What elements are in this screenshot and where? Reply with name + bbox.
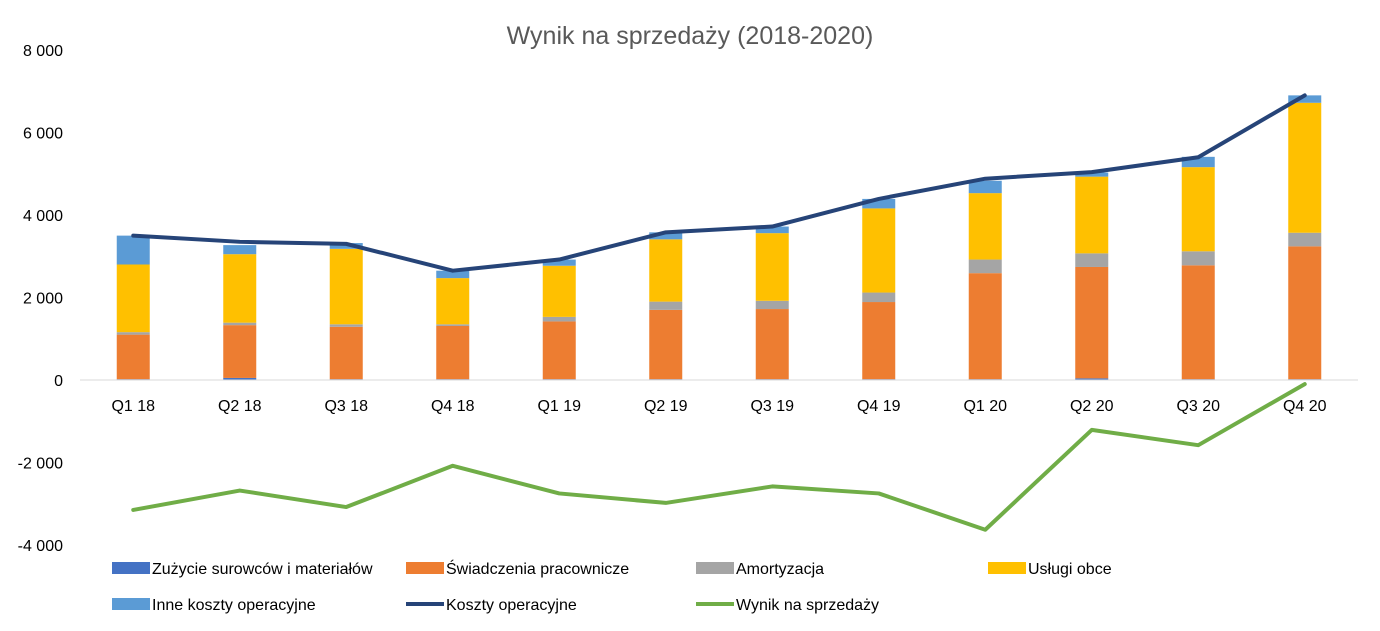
legend-label: Usługi obce (1028, 561, 1112, 578)
x-tick-label: Q4 20 (1283, 398, 1327, 415)
legend-swatch (112, 598, 150, 610)
y-axis: 8 000 6 000 4 000 2 000 0 -2 000 -4 000 (18, 43, 63, 555)
legend: Zużycie surowców i materiałów Świadczenia… (112, 559, 1112, 614)
y-tick-label: 2 000 (23, 291, 63, 308)
line-series (131, 93, 1307, 532)
series-line (131, 93, 1307, 273)
bar-segment (1288, 102, 1322, 233)
bar-segment (1181, 265, 1215, 380)
bar-segment (223, 325, 257, 378)
bar-segment (1181, 167, 1215, 252)
x-axis: Q1 18 Q2 18 Q3 18 Q4 18 Q1 19 Q2 19 Q3 19 Q4 19… (111, 398, 1326, 415)
bar-segment (755, 300, 789, 310)
bar-segment (223, 322, 257, 326)
legend-label: Zużycie surowców i materiałów (152, 561, 373, 578)
y-tick-label: -2 000 (18, 456, 63, 473)
bar-segment (1288, 246, 1322, 380)
bar-segment (1075, 266, 1109, 379)
x-tick-label: Q1 20 (963, 398, 1007, 415)
legend-swatch (696, 562, 734, 574)
bar-segment (862, 208, 896, 293)
legend-label: Amortyzacja (736, 561, 824, 578)
series-line (131, 382, 1307, 532)
bar-segment (755, 226, 789, 234)
bar-segment (968, 273, 1002, 380)
bar-segment (649, 232, 683, 240)
y-tick-label: 8 000 (23, 43, 63, 60)
y-tick-label: 6 000 (23, 126, 63, 143)
bar-segment (542, 259, 576, 266)
bar-segment (436, 270, 470, 279)
legend-item: Inne koszty operacyjne (112, 597, 316, 614)
bar-segment (116, 264, 150, 333)
bar-segment (1075, 176, 1109, 254)
bar-segment (649, 301, 683, 310)
x-tick-label: Q2 20 (1070, 398, 1114, 415)
legend-item: Zużycie surowców i materiałów (112, 561, 373, 578)
x-tick-label: Q1 18 (111, 398, 155, 415)
y-tick-label: 0 (54, 373, 63, 390)
bar-segment (862, 198, 896, 209)
bar-segment (223, 245, 257, 255)
bar-segment (329, 243, 363, 249)
bar-series (116, 95, 1322, 380)
bar-segment (542, 316, 576, 322)
bar-segment (436, 325, 470, 380)
x-tick-label: Q1 19 (537, 398, 581, 415)
bar-segment (223, 254, 257, 323)
bar-segment (1288, 232, 1322, 247)
bar-segment (542, 265, 576, 317)
legend-item: Usługi obce (988, 561, 1112, 578)
x-tick-label: Q3 20 (1176, 398, 1220, 415)
legend-item: Świadczenia pracownicze (406, 559, 629, 578)
legend-swatch (112, 562, 150, 574)
legend-label: Koszty operacyjne (446, 597, 577, 614)
x-tick-label: Q3 19 (750, 398, 794, 415)
legend-item: Amortyzacja (696, 561, 824, 578)
x-tick-label: Q4 18 (431, 398, 475, 415)
bar-segment (862, 302, 896, 380)
x-tick-label: Q2 18 (218, 398, 262, 415)
bar-segment (755, 233, 789, 301)
bar-segment (116, 235, 150, 265)
bar-segment (116, 334, 150, 380)
bar-segment (755, 309, 789, 380)
bar-segment (649, 309, 683, 380)
legend-swatch (406, 562, 444, 574)
bar-segment (223, 377, 257, 380)
x-tick-label: Q4 19 (857, 398, 901, 415)
bar-segment (436, 324, 470, 326)
bar-segment (862, 292, 896, 303)
bar-segment (329, 324, 363, 327)
legend-item: Koszty operacyjne (406, 597, 577, 614)
bar-segment (542, 321, 576, 380)
bar-segment (116, 332, 150, 335)
bar-segment (968, 180, 1002, 194)
bar-segment (1181, 251, 1215, 266)
bar-segment (968, 259, 1002, 274)
legend-swatch (988, 562, 1026, 574)
x-tick-label: Q2 19 (644, 398, 688, 415)
bar-segment (1181, 156, 1215, 168)
bar-segment (1075, 253, 1109, 267)
legend-label: Świadczenia pracownicze (446, 559, 629, 578)
bar-segment (649, 239, 683, 302)
bar-segment (1075, 172, 1109, 177)
legend-label: Inne koszty operacyjne (152, 597, 316, 614)
legend-item: Wynik na sprzedaży (696, 597, 879, 614)
y-tick-label: 4 000 (23, 208, 63, 225)
bar-segment (1288, 95, 1322, 103)
bar-segment (329, 248, 363, 325)
legend-label: Wynik na sprzedaży (736, 597, 879, 614)
x-tick-label: Q3 18 (324, 398, 368, 415)
chart-title: Wynik na sprzedaży (2018-2020) (507, 22, 874, 50)
y-tick-label: -4 000 (18, 538, 63, 555)
bar-segment (436, 278, 470, 325)
bar-segment (968, 193, 1002, 260)
bar-segment (1075, 378, 1109, 380)
bar-segment (329, 326, 363, 380)
